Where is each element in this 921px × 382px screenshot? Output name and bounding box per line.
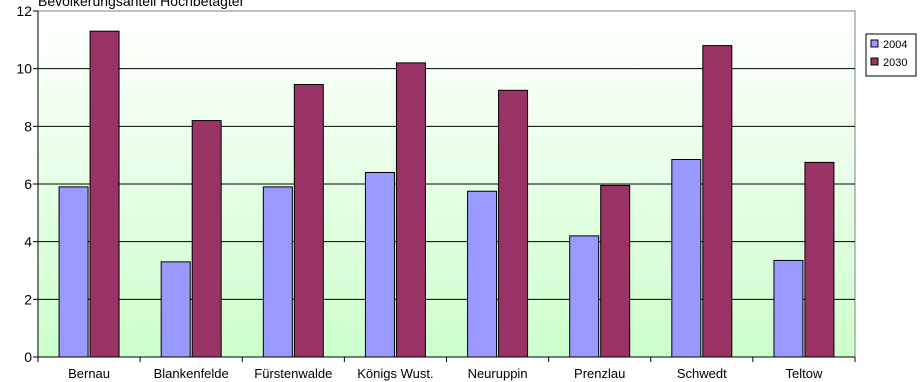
chart-title: Bevölkerungsanteil Hochbetagter — [38, 0, 245, 9]
bar-2030-prenzlau — [600, 184, 631, 358]
bar-2004-neuruppin — [467, 190, 498, 358]
x-tick-label: Prenzlau — [574, 366, 625, 381]
x-tick-label: Blankenfelde — [154, 366, 229, 381]
bar-2030-k-nigs-wust- — [395, 62, 426, 358]
bar-2004-k-nigs-wust- — [364, 171, 395, 358]
bar-2004-blankenfelde — [160, 261, 191, 358]
bar-2004-teltow — [773, 259, 804, 358]
bar-2004-f-rstenwalde — [262, 186, 293, 358]
legend-swatch-2004 — [870, 39, 879, 48]
bars — [58, 30, 835, 358]
legend: 2004 2030 — [865, 33, 917, 77]
bar-2030-schwedt — [702, 45, 733, 358]
bar-2030-neuruppin — [498, 89, 529, 358]
y-tick-label: 12 — [16, 3, 32, 19]
y-tick-labels: 0 2 4 6 8 10 12 — [16, 3, 32, 365]
bar-2004-bernau — [58, 186, 89, 358]
x-tick-label: Neuruppin — [468, 366, 528, 381]
x-tick-label: Bernau — [68, 366, 110, 381]
y-tick-label: 4 — [24, 234, 32, 250]
legend-swatch-2030 — [870, 57, 879, 66]
legend-label-2030: 2030 — [883, 57, 907, 69]
y-tick-label: 10 — [16, 61, 32, 77]
x-tick-labels: Bernau Blankenfelde Fürstenwalde Königs Wus… — [68, 366, 823, 381]
x-tick-label: Teltow — [786, 366, 823, 381]
bar-2030-bernau — [89, 30, 120, 358]
y-tick-label: 0 — [24, 349, 32, 365]
axes — [33, 10, 856, 362]
x-tick-label: Schwedt — [677, 366, 727, 381]
bar-2030-f-rstenwalde — [293, 84, 324, 358]
bar-2004-schwedt — [671, 158, 702, 358]
y-tick-label: 8 — [24, 118, 32, 134]
y-tick-label: 6 — [24, 176, 32, 192]
bar-2030-teltow — [804, 161, 835, 358]
y-tick-label: 2 — [24, 291, 32, 307]
x-tick-label: Königs Wust. — [357, 366, 433, 381]
legend-label-2004: 2004 — [883, 39, 907, 51]
bar-2004-prenzlau — [569, 235, 600, 358]
x-tick-label: Fürstenwalde — [254, 366, 332, 381]
bar-2030-blankenfelde — [191, 120, 222, 358]
